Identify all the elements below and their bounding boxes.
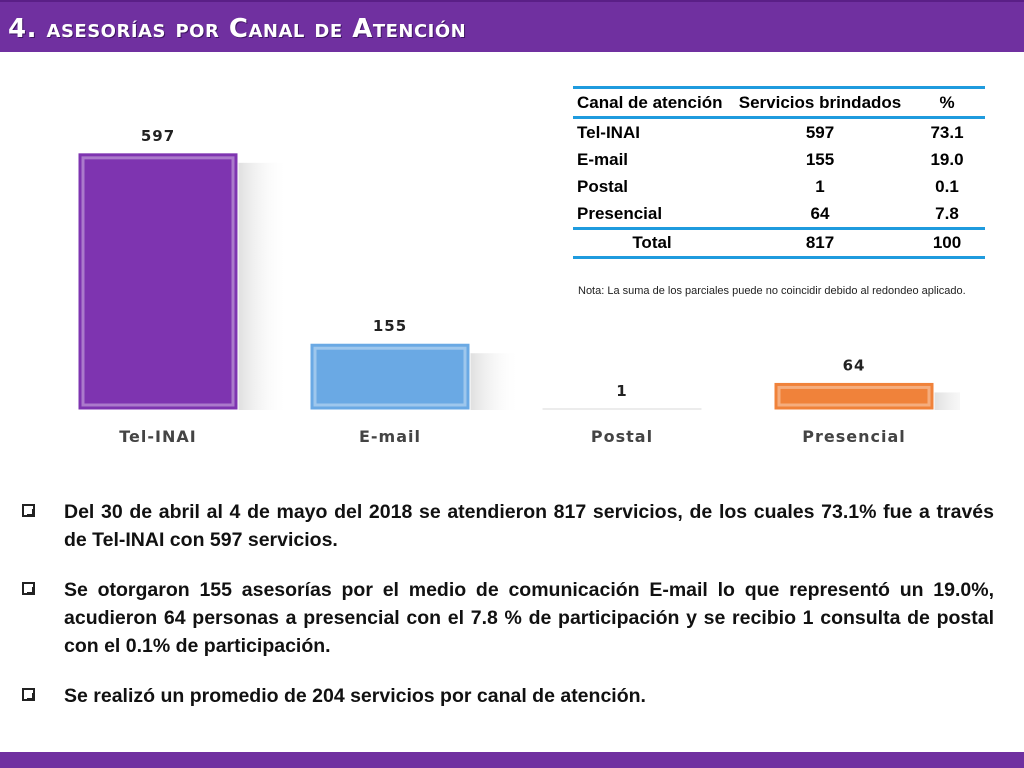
row-percent: 0.1 [935, 176, 959, 196]
bullet-list: Del 30 de abril al 4 de mayo del 2018 se… [22, 498, 994, 732]
row-percent: 19.0 [930, 149, 964, 169]
table-row: Presencial 64 7.8 [573, 200, 985, 229]
row-services: 597 [805, 122, 835, 142]
table-header-row: Canal de atención Servicios brindados % [573, 87, 985, 118]
row-channel: E-mail [577, 149, 629, 169]
category-label: E-mail [359, 427, 421, 446]
checkbox-bullet-icon [22, 688, 35, 701]
table-total-row: Total 817 100 [573, 228, 985, 258]
col-canal-header: Canal de atención [577, 92, 723, 112]
row-channel: Tel-INAI [577, 122, 640, 142]
col-percent-header: % [939, 92, 955, 112]
bar-tel-inai [77, 152, 239, 411]
slide-title: 4. asesorías por Canal de Atención [8, 14, 467, 44]
data-label: 597 [141, 127, 175, 145]
table-row: Postal 1 0.1 [573, 173, 985, 200]
category-label: Presencial [802, 427, 905, 446]
table-note: Nota: La suma de los parciales puede no … [578, 285, 966, 297]
category-label: Postal [591, 427, 653, 446]
total-label: Total [632, 233, 672, 252]
bullet-text: Se realizó un promedio de 204 servicios … [64, 685, 646, 707]
bar-bevel [313, 346, 467, 407]
bar-bevel [777, 385, 931, 407]
checkbox-bullet-icon [22, 582, 35, 595]
category-label: Tel-INAI [119, 427, 196, 446]
bullet-text: Se otorgaron 155 asesorías por el medio … [64, 579, 994, 657]
row-channel: Postal [577, 176, 629, 196]
row-services: 1 [815, 176, 825, 196]
bar-bevel [81, 156, 235, 407]
bullet-text: Del 30 de abril al 4 de mayo del 2018 se… [64, 501, 994, 551]
bar-e-mail [309, 342, 471, 411]
total-services: 817 [805, 233, 835, 252]
bar-postal [541, 407, 703, 411]
total-percent: 100 [932, 233, 962, 252]
bar-presencial [773, 381, 935, 411]
slide-footer-bar [0, 752, 1024, 768]
bullet-item: Se otorgaron 155 asesorías por el medio … [22, 576, 994, 660]
row-percent: 7.8 [935, 203, 959, 223]
row-percent: 73.1 [930, 122, 964, 142]
slide-header: 4. asesorías por Canal de Atención [0, 0, 1024, 52]
data-label: 64 [843, 356, 866, 374]
col-servicios-header: Servicios brindados [738, 92, 902, 112]
summary-table-container: Canal de atención Servicios brindados % … [573, 86, 985, 259]
checkbox-bullet-icon [22, 504, 35, 517]
table-row: E-mail 155 19.0 [573, 146, 985, 173]
data-label: 1 [616, 382, 627, 400]
row-channel: Presencial [577, 203, 663, 223]
bullet-item: Del 30 de abril al 4 de mayo del 2018 se… [22, 498, 994, 554]
data-label: 155 [373, 317, 407, 335]
bullet-item: Se realizó un promedio de 204 servicios … [22, 682, 994, 710]
table-row: Tel-INAI 597 73.1 [573, 118, 985, 147]
bar-chart: 597 Tel-INAI 155 E-mail 1 Postal 64 Presencial [77, 127, 960, 446]
summary-table: Canal de atención Servicios brindados % … [573, 86, 985, 259]
row-services: 64 [810, 203, 830, 223]
row-services: 155 [805, 149, 835, 169]
